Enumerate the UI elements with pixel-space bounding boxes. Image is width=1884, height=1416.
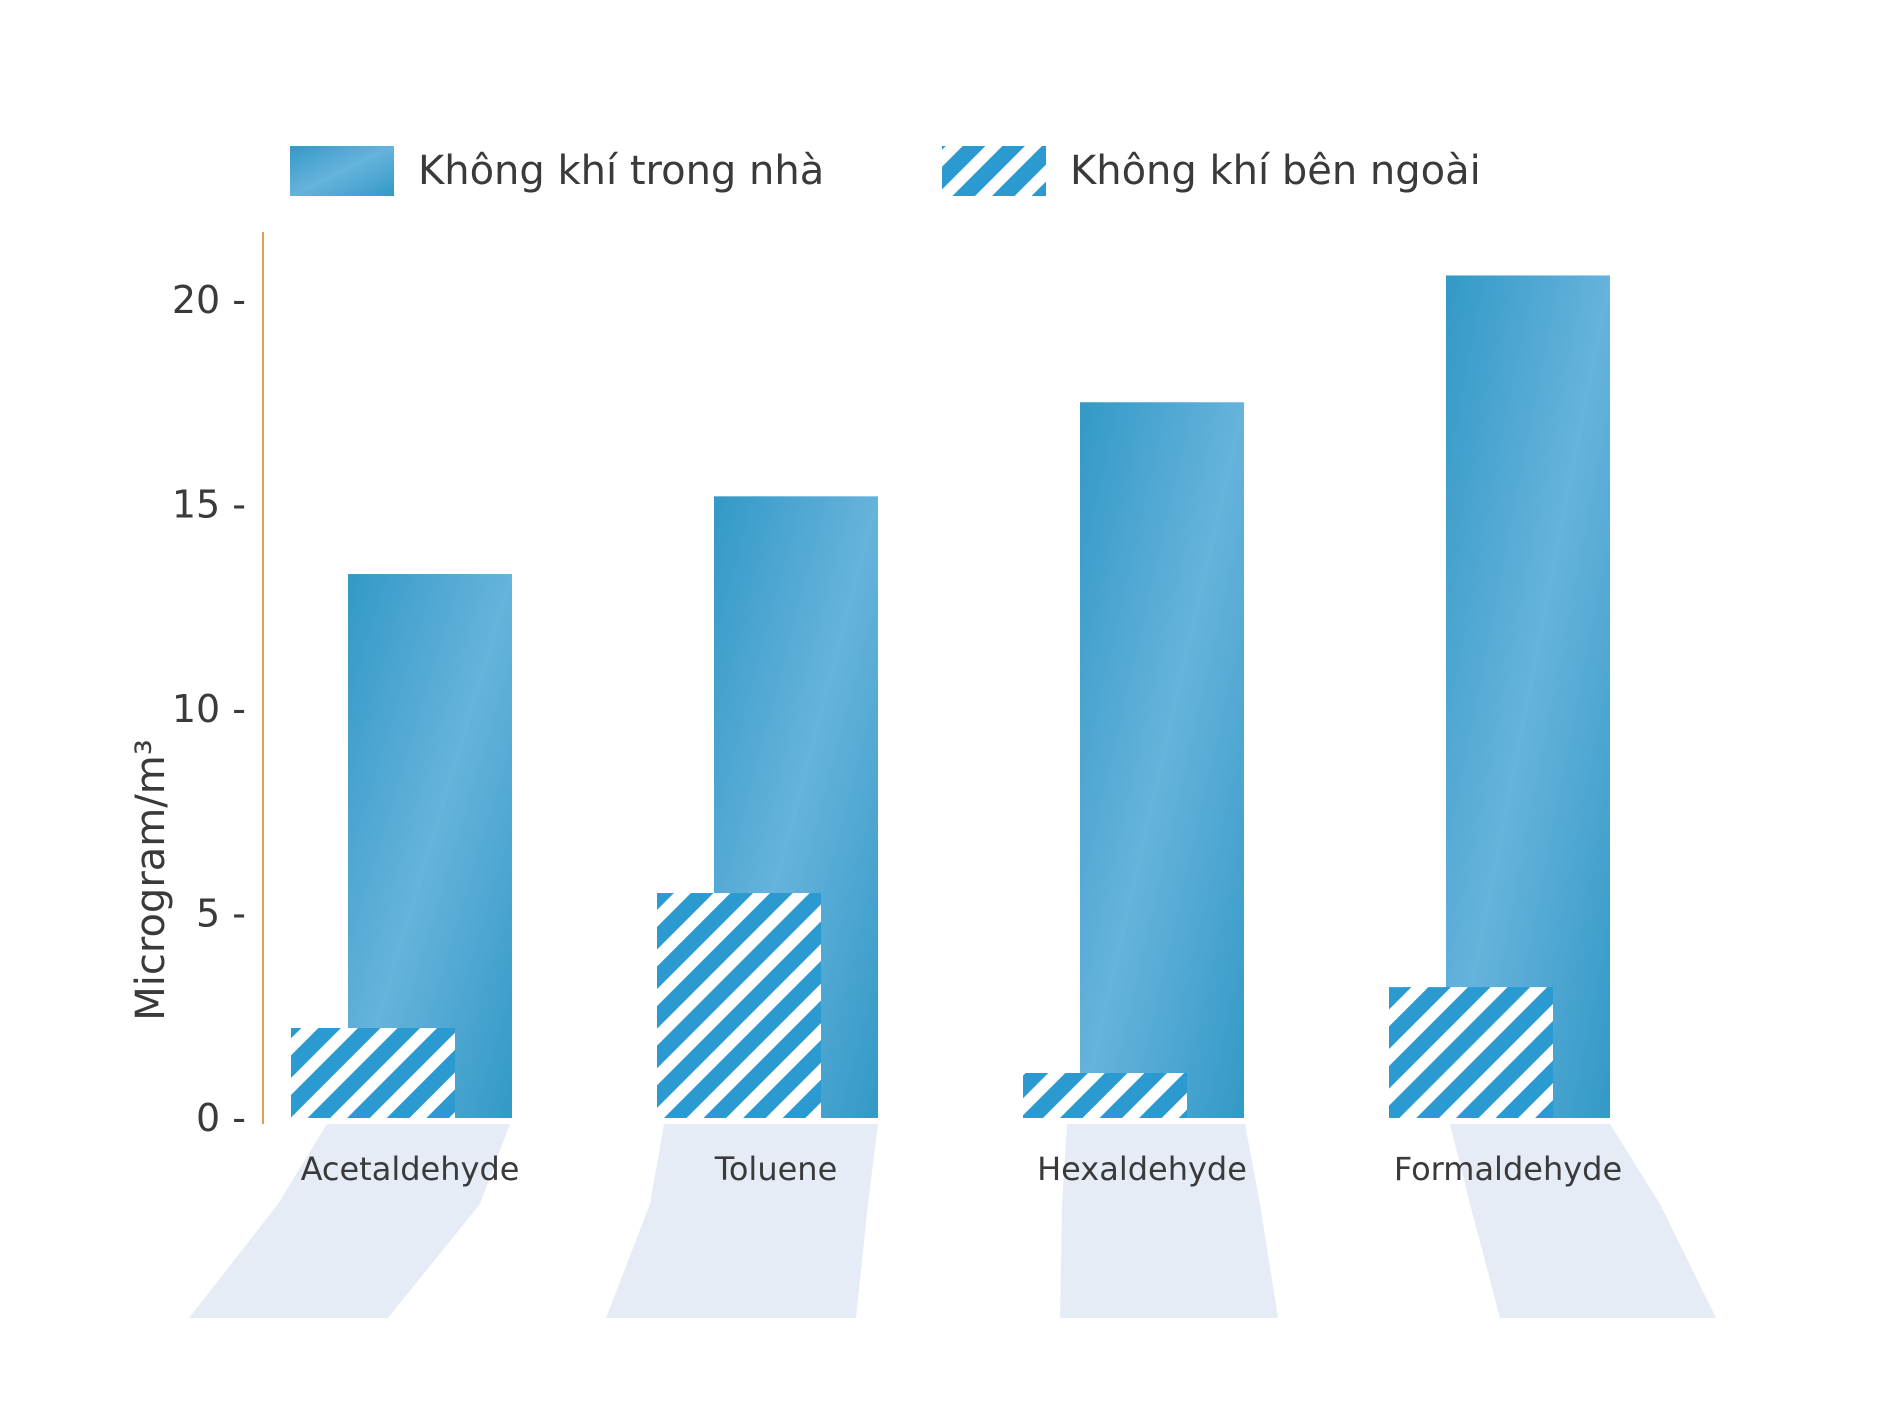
floor-shadows — [189, 1124, 1716, 1318]
y-tick-label: 0 - — [196, 1096, 246, 1140]
floor-shadow — [1060, 1124, 1278, 1318]
bar-indoor — [1080, 402, 1244, 1118]
bar-outdoor — [291, 1028, 455, 1118]
bar-outdoor — [1023, 1073, 1187, 1118]
category-labels: Acetaldehyde Toluene Hexaldehyde Formaldehy… — [301, 1150, 1623, 1188]
floor-shadow — [189, 1124, 510, 1318]
legend-swatch-outdoor — [942, 146, 1046, 196]
y-ticks: 0 - 5 - 10 - 15 - 20 - — [172, 278, 246, 1140]
y-tick-label: 10 - — [172, 687, 246, 731]
category-label: Formaldehyde — [1394, 1150, 1622, 1188]
legend-label-outdoor: Không khí bên ngoài — [1070, 148, 1481, 194]
bars — [291, 275, 1610, 1119]
category-label: Toluene — [714, 1150, 838, 1188]
legend-swatch-indoor — [290, 146, 394, 196]
bar-outdoor — [1389, 987, 1553, 1118]
y-tick-label: 15 - — [172, 483, 246, 527]
category-label: Hexaldehyde — [1037, 1150, 1247, 1188]
legend: Không khí trong nhà Không khí bên ngoài — [290, 146, 1481, 196]
legend-label-indoor: Không khí trong nhà — [418, 148, 824, 194]
bar-indoor — [1446, 275, 1610, 1119]
category-label: Acetaldehyde — [301, 1150, 520, 1188]
bar-indoor — [348, 574, 512, 1118]
y-tick-label: 20 - — [172, 278, 246, 322]
bar-outdoor — [657, 893, 821, 1118]
floor-shadow — [1450, 1124, 1716, 1318]
y-axis-label: Microgram/m³ — [128, 739, 174, 1020]
floor-shadow — [606, 1124, 878, 1318]
y-tick-label: 5 - — [196, 892, 246, 936]
